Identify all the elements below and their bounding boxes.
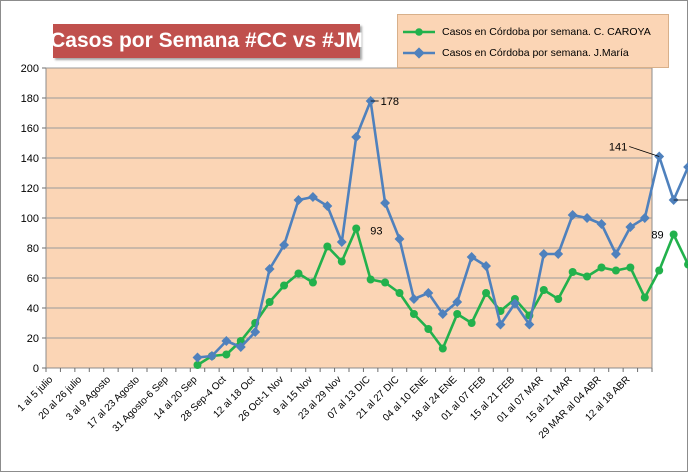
data-point bbox=[481, 261, 492, 271]
data-point bbox=[395, 289, 404, 297]
data-point bbox=[466, 252, 477, 262]
data-point bbox=[323, 242, 332, 251]
legend-item-jmaria: Casos en Córdoba por semana. J.María bbox=[402, 45, 629, 61]
y-tick-label: 160 bbox=[21, 123, 39, 135]
data-point bbox=[509, 298, 520, 309]
data-point bbox=[293, 195, 304, 205]
data-point bbox=[337, 257, 346, 266]
data-point bbox=[424, 325, 433, 333]
data-point bbox=[236, 337, 245, 345]
data-point bbox=[596, 219, 607, 229]
data-point bbox=[322, 201, 333, 211]
y-tick-label: 180 bbox=[21, 93, 39, 105]
data-point bbox=[279, 240, 290, 250]
data-point bbox=[351, 132, 362, 142]
data-label: 141 bbox=[609, 142, 627, 154]
data-point bbox=[250, 327, 261, 337]
data-point bbox=[640, 293, 649, 302]
data-point bbox=[235, 342, 246, 352]
data-point bbox=[583, 272, 592, 281]
data-point bbox=[655, 266, 664, 275]
annotation-leader bbox=[629, 146, 660, 157]
data-point bbox=[597, 263, 606, 272]
y-tick-label: 100 bbox=[21, 213, 39, 225]
legend-item-caroya: Casos en Córdoba por semana. C. CAROYA bbox=[402, 24, 651, 40]
data-label: 178 bbox=[381, 96, 399, 108]
data-point bbox=[582, 213, 593, 223]
legend-label-jmaria: Casos en Córdoba por semana. J.María bbox=[442, 47, 629, 59]
legend-marker-caroya bbox=[403, 28, 435, 36]
data-point bbox=[539, 286, 548, 294]
data-point bbox=[265, 298, 274, 306]
y-tick-label: 20 bbox=[27, 333, 39, 345]
data-point bbox=[524, 319, 535, 330]
data-point bbox=[222, 350, 231, 359]
legend-marker-jmaria bbox=[403, 47, 435, 59]
data-point bbox=[408, 294, 419, 304]
data-label: 89 bbox=[651, 230, 663, 242]
data-point bbox=[381, 278, 390, 287]
legend-label-caroya: Casos en Córdoba por semana. C. CAROYA bbox=[442, 26, 651, 38]
data-point bbox=[495, 319, 506, 330]
y-tick-label: 200 bbox=[21, 63, 39, 75]
data-point bbox=[264, 264, 275, 274]
data-point bbox=[482, 289, 491, 297]
data-point bbox=[626, 263, 635, 272]
data-point bbox=[221, 336, 232, 346]
data-point bbox=[467, 319, 476, 327]
y-tick-label: 0 bbox=[33, 363, 39, 375]
data-point bbox=[568, 268, 577, 276]
data-point bbox=[380, 198, 391, 208]
data-point bbox=[294, 269, 303, 278]
data-point bbox=[409, 310, 418, 318]
data-point bbox=[206, 351, 217, 361]
data-label: 93 bbox=[370, 226, 382, 238]
data-point bbox=[307, 192, 318, 202]
y-tick-label: 40 bbox=[27, 303, 39, 315]
chart-legend: Casos en Córdoba por semana. C. CAROYA C… bbox=[397, 14, 669, 68]
data-point bbox=[452, 297, 463, 307]
y-tick-label: 120 bbox=[21, 183, 39, 195]
data-point bbox=[352, 224, 361, 233]
data-point bbox=[453, 310, 462, 318]
data-point bbox=[438, 344, 447, 353]
data-point bbox=[423, 288, 434, 298]
y-tick-label: 60 bbox=[27, 273, 39, 285]
data-point bbox=[280, 281, 289, 290]
data-point bbox=[394, 234, 405, 244]
chart-title: Casos por Semana #CC vs #JM bbox=[50, 24, 363, 58]
data-point bbox=[193, 361, 202, 369]
data-point bbox=[684, 260, 688, 269]
data-point bbox=[538, 249, 549, 259]
data-point bbox=[554, 295, 563, 303]
data-point bbox=[683, 162, 688, 172]
data-point bbox=[610, 249, 621, 259]
data-point bbox=[567, 210, 578, 220]
data-point bbox=[553, 249, 564, 259]
data-point bbox=[639, 213, 650, 223]
data-point bbox=[192, 352, 203, 363]
data-point bbox=[336, 237, 347, 247]
y-tick-label: 80 bbox=[27, 243, 39, 255]
data-point bbox=[437, 309, 448, 319]
data-point bbox=[611, 266, 620, 275]
data-point bbox=[308, 278, 317, 287]
data-point bbox=[625, 222, 636, 232]
y-tick-label: 140 bbox=[21, 153, 39, 165]
data-point bbox=[669, 230, 678, 239]
data-point bbox=[366, 275, 375, 284]
